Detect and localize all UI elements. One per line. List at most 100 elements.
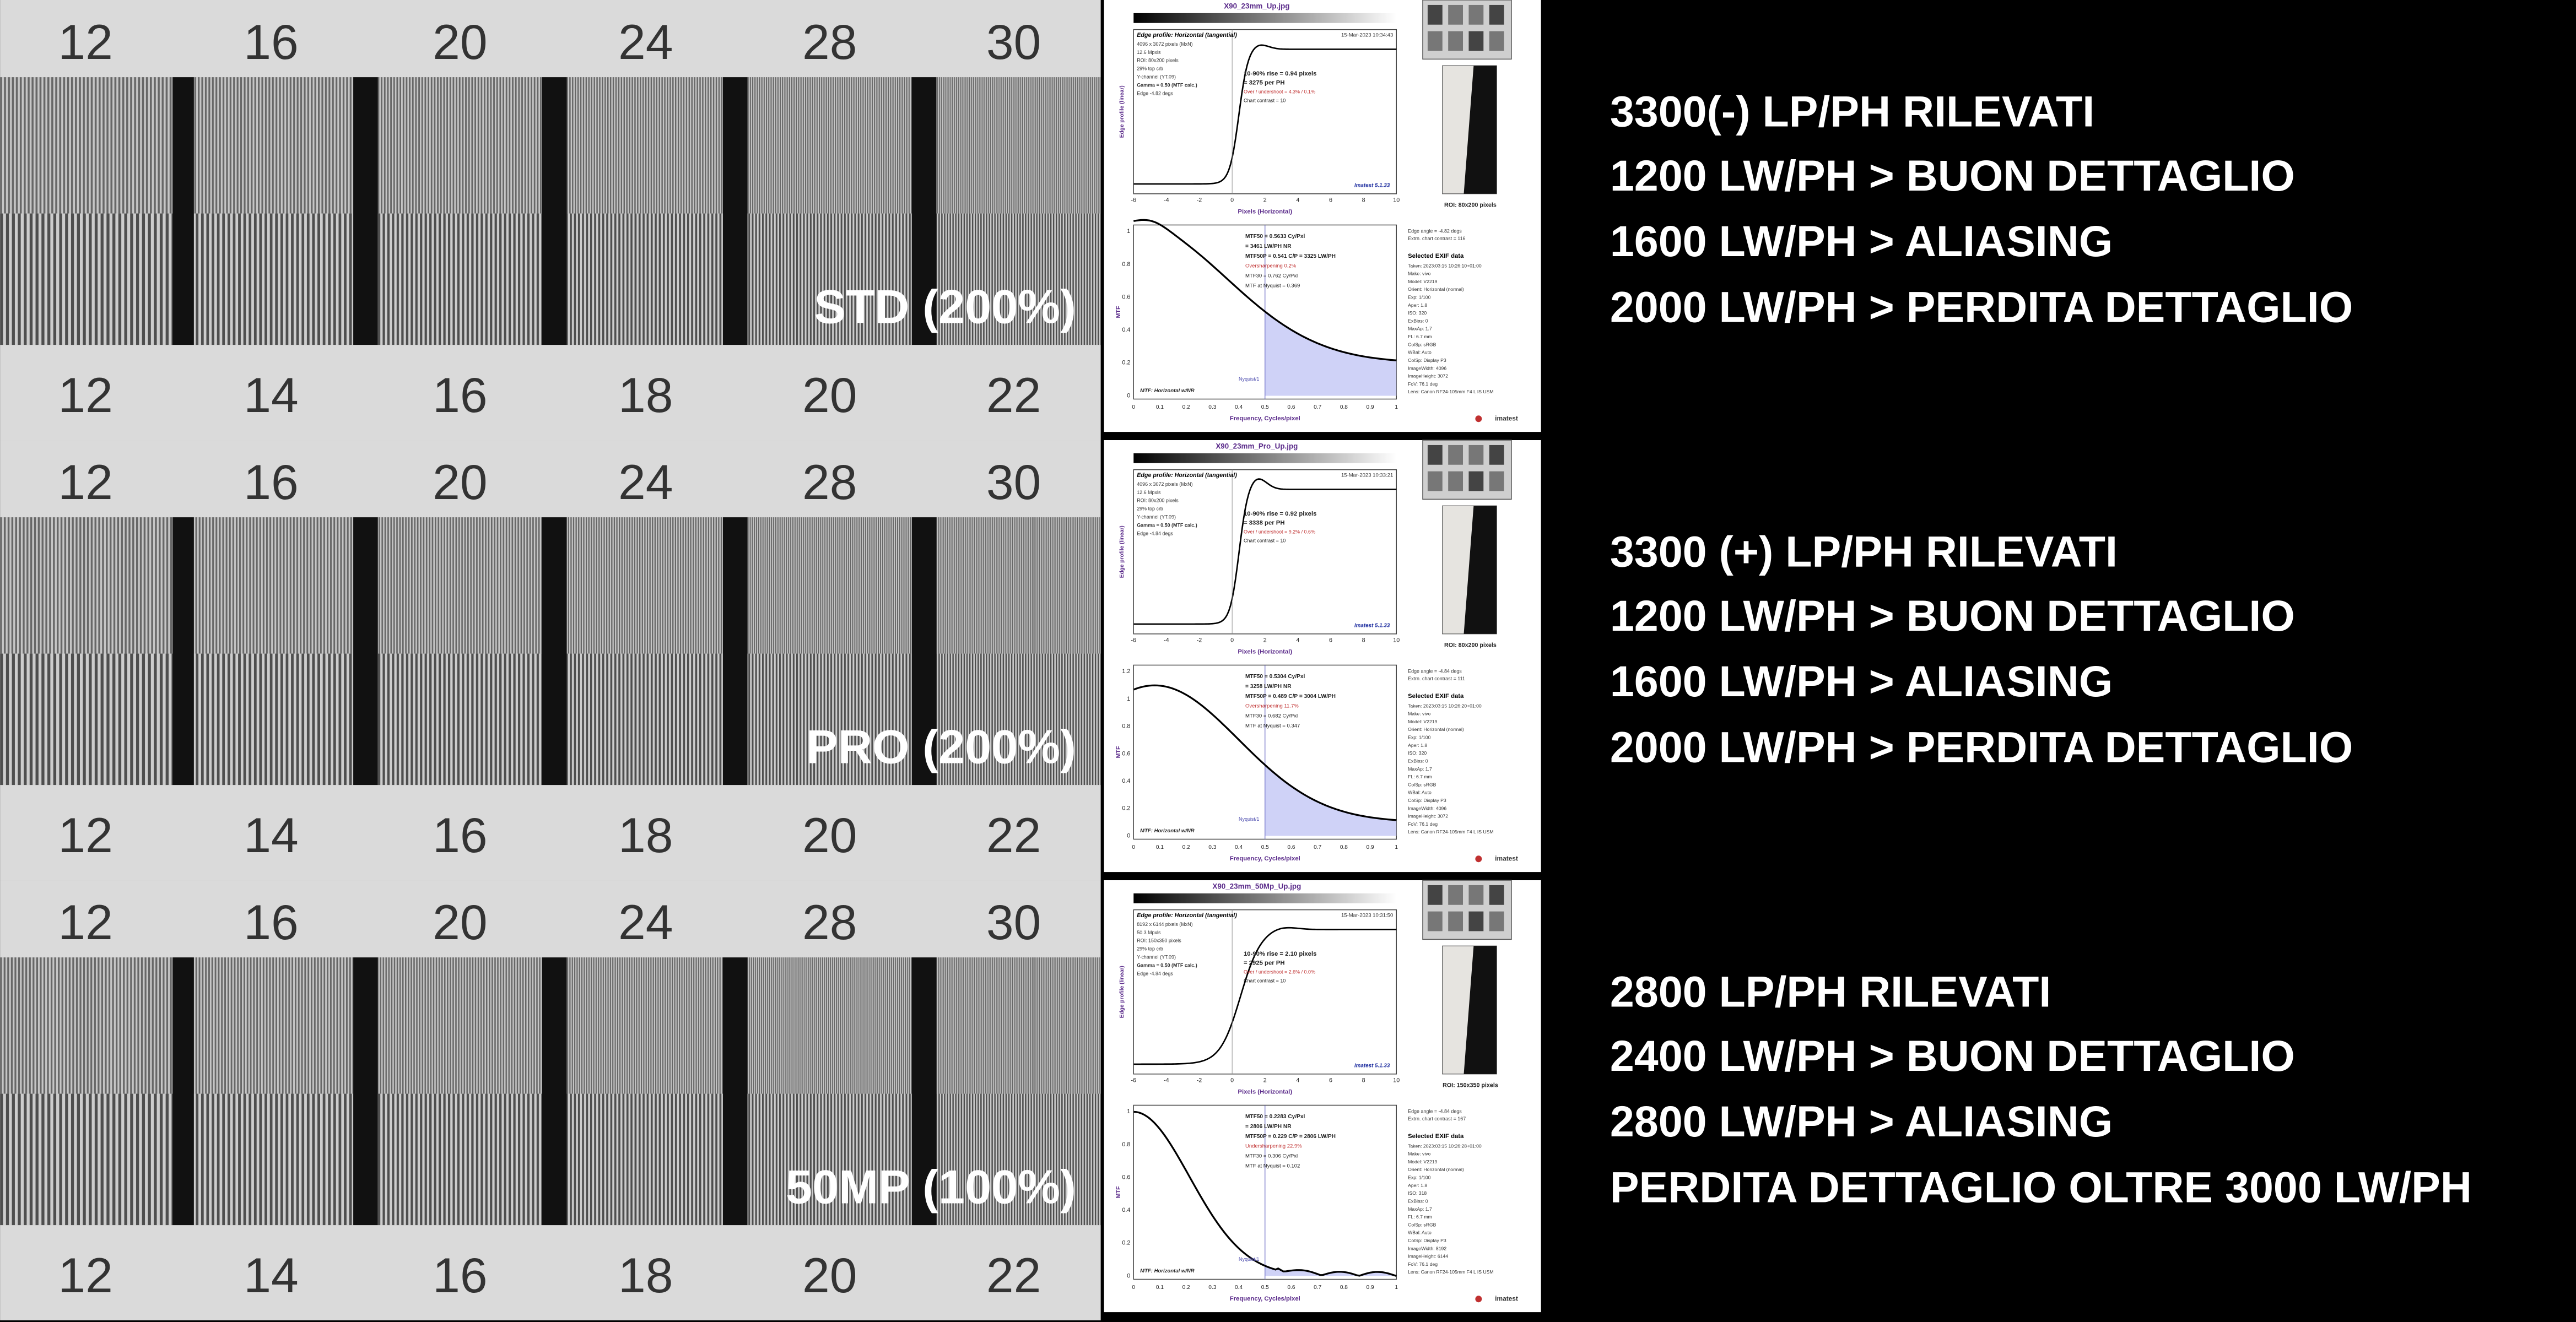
fine-stripes [377, 957, 542, 1094]
thumbnail-detail [1468, 445, 1484, 465]
thumbnail-detail [1489, 471, 1504, 491]
bottom-frequency-label: 14 [244, 808, 298, 863]
fine-stripes [0, 517, 173, 654]
mtf-info: Oversharpening 11.7% [1245, 703, 1299, 709]
edge-info: 12.6 Mpxls [1137, 50, 1161, 55]
mtf-x-label: Frequency, Cycles/pixel [1230, 1296, 1300, 1302]
mtf-x-tick: 0.1 [1156, 1285, 1164, 1291]
mtf-x-tick: 0.4 [1235, 844, 1243, 850]
edge-info: ROI: 80x200 pixels [1137, 58, 1179, 63]
exif-line: ISO: 320 [1408, 750, 1427, 756]
edge-info: 29% top crb [1137, 506, 1163, 512]
edge-info: 29% top crb [1137, 66, 1163, 72]
mtf-info: MTF30 = 0.682 Cy/Pxl [1245, 713, 1298, 719]
exif-line: ExBias: 0 [1408, 758, 1428, 763]
bottom-frequency-label: 22 [986, 808, 1041, 863]
coarse-stripes [566, 1093, 723, 1226]
top-frequency-label: 24 [618, 895, 673, 950]
mtf-y-tick: 0.8 [1122, 723, 1130, 730]
edge-plot-header: Edge profile: Horizontal (tangential) [1137, 912, 1237, 919]
thumbnail-detail [1448, 31, 1463, 51]
coarse-stripes [193, 1093, 354, 1226]
edge-info: Y-channel (YT.09) [1137, 74, 1176, 79]
roi-label: ROI: 80x200 pixels [1444, 202, 1497, 208]
mtf-y-label: MTF [1115, 306, 1122, 318]
mtf-x-tick: 0.5 [1261, 1285, 1269, 1291]
edge-x-tick: -6 [1131, 1077, 1136, 1084]
edge-x-tick: 10 [1393, 197, 1400, 204]
edge-angle-info: Edge angle = -4.84 degs [1408, 1109, 1462, 1114]
exif-line: Make: vivo [1408, 711, 1430, 717]
mtf-x-label: Frequency, Cycles/pixel [1230, 855, 1300, 862]
top-frequency-label: 16 [244, 454, 298, 510]
fine-stripes [747, 77, 912, 214]
mtf-y-label: MTF [1115, 746, 1122, 758]
version: Imatest 5.1.33 [1354, 1063, 1390, 1069]
result-line: 3300(-) LP/PH RILEVATI [1610, 87, 2094, 136]
result-line: 1600 LW/PH > ALIASING [1610, 216, 2113, 266]
mtf-x-tick: 1 [1395, 1285, 1398, 1291]
bottom-frequency-label: 14 [244, 1248, 298, 1303]
mtf-y-tick: 0.8 [1122, 1141, 1130, 1148]
mtf-info: = 2806 LW/PH NR [1245, 1124, 1292, 1130]
exif-line: ColSp: Display P3 [1408, 798, 1446, 803]
mtf-x-tick: 1 [1395, 404, 1398, 410]
mtf-y-tick: 0 [1127, 392, 1130, 399]
edge-plot-frame [1133, 909, 1397, 1075]
exif-line: Orient: Horizontal (normal) [1408, 727, 1464, 732]
roi-edge [1463, 946, 1497, 1074]
thumbnail-detail [1489, 4, 1504, 25]
separator-bar [722, 77, 748, 345]
separator-bar [172, 957, 194, 1226]
edge-x-tick: 4 [1296, 1077, 1299, 1084]
edge-curve [1133, 478, 1397, 625]
edge-info: Gamma = 0.50 (MTF calc.) [1137, 82, 1197, 88]
mtf-x-tick: 0.8 [1340, 404, 1348, 410]
coarse-stripes [193, 213, 354, 345]
edge-angle-info: Edge angle = -4.84 degs [1408, 669, 1462, 674]
coarse-stripes [747, 213, 912, 345]
separator-bar [722, 957, 748, 1226]
mtf-info: MTF at Nyquist = 0.369 [1245, 283, 1300, 289]
coarse-stripes [747, 1093, 912, 1226]
thumbnail-detail [1427, 4, 1443, 25]
fine-stripes [377, 517, 542, 654]
file-name: X90_23mm_Up.jpg [1224, 2, 1289, 10]
roi-edge [1463, 506, 1497, 634]
edge-x-tick: -2 [1197, 197, 1202, 204]
edge-info: 8192 x 6144 pixels (MxN) [1137, 922, 1192, 927]
imatest-logo: imatest [1495, 854, 1518, 862]
exif-line: Orient: Horizontal (normal) [1408, 1167, 1464, 1172]
mtf-info: = 3461 LW/PH NR [1245, 243, 1292, 250]
fine-stripes [936, 517, 1101, 654]
exif-line: Taken: 2023:03:15 10:26:28+01:00 [1408, 1143, 1482, 1148]
edge-angle-info: Extrn. chart contrast = 167 [1408, 1116, 1466, 1121]
exif-line: ColSp: sRGB [1408, 782, 1436, 787]
exif-line: FL: 6.7 mm [1408, 1214, 1432, 1220]
edge-plot-header: Edge profile: Horizontal (tangential) [1137, 32, 1237, 39]
gradient-bar [1133, 13, 1397, 23]
top-frequency-label: 24 [618, 14, 673, 69]
top-frequency-label: 12 [58, 895, 112, 950]
mtf-x-tick: 0.6 [1287, 404, 1295, 410]
thumbnail-detail [1468, 471, 1484, 491]
edge-curve [1133, 927, 1397, 1065]
mtf-y-label: MTF [1115, 1186, 1122, 1198]
mtf-info: MTF30 = 0.306 Cy/Pxl [1245, 1153, 1298, 1159]
thumbnail-detail [1489, 885, 1504, 905]
edge-plot-header: Edge profile: Horizontal (tangential) [1137, 472, 1237, 479]
exif-line: Taken: 2023:03:15 10:26:10+01:00 [1408, 263, 1482, 268]
date: 15-Mar-2023 10:34:43 [1341, 32, 1393, 39]
fine-stripes [377, 77, 542, 214]
mtf-x-tick: 0.4 [1235, 404, 1243, 410]
fine-stripes [193, 957, 354, 1094]
rise-info: 10-90% rise = 0.92 pixels [1244, 511, 1316, 517]
fine-stripes [936, 77, 1101, 214]
mtf-y-tick: 0.2 [1122, 360, 1130, 366]
top-frequency-label: 20 [433, 14, 487, 69]
edge-x-tick: 6 [1329, 637, 1332, 644]
mtf-y-tick: 0.6 [1122, 294, 1130, 300]
edge-x-tick: 10 [1393, 1077, 1400, 1084]
edge-x-tick: 0 [1230, 637, 1234, 644]
